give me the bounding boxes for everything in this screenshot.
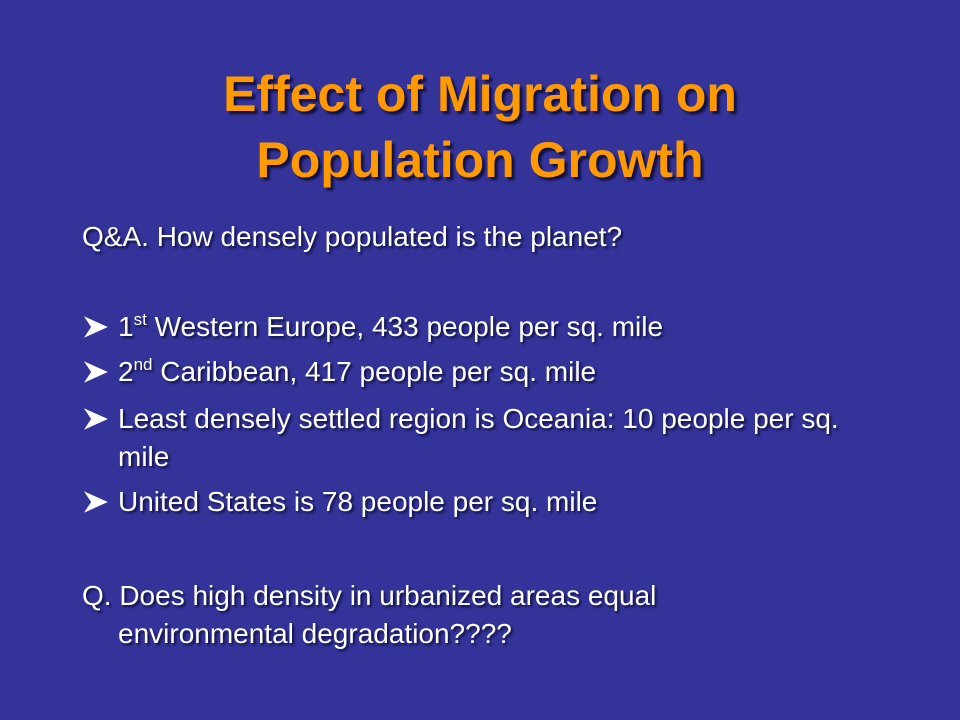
bullet-arrow <box>84 316 108 338</box>
ordinal-suffix: st <box>133 310 147 329</box>
slide-title: Effect of Migration on <box>223 66 737 122</box>
bullet-arrow <box>84 491 108 513</box>
slide-title: Population Growth <box>256 132 704 188</box>
bullet-text: Caribbean, 417 people per sq. mile <box>160 356 597 387</box>
bullet-arrow <box>84 361 108 383</box>
question: Q. Does high density in urbanized areas … <box>82 580 657 649</box>
ordinal-number: 2 <box>118 356 134 387</box>
intro: Q&A. How densely populated is the planet… <box>82 221 623 252</box>
bullet-text: Least densely settled region is Oceania:… <box>118 403 839 472</box>
bullet-arrow <box>84 408 108 430</box>
bullet-text: United States is 78 people per sq. mile <box>118 486 598 517</box>
bullet: 2nd Caribbean, 417 people per sq. mile <box>118 353 596 391</box>
ordinal-number: 1 <box>118 311 134 342</box>
bullet-text: Western Europe, 433 people per sq. mile <box>154 311 664 342</box>
ordinal-suffix: nd <box>133 355 153 374</box>
bullet: 1st Western Europe, 433 people per sq. m… <box>118 308 663 346</box>
